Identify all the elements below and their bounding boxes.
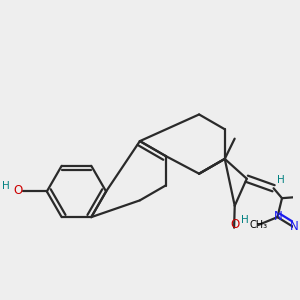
Text: N: N [290, 220, 299, 233]
Text: H: H [2, 181, 10, 191]
Text: H: H [241, 215, 249, 225]
Text: CH₃: CH₃ [249, 220, 267, 230]
Text: H: H [277, 175, 284, 185]
Text: N: N [274, 210, 282, 223]
Text: O: O [231, 218, 240, 231]
Text: O: O [13, 184, 22, 197]
